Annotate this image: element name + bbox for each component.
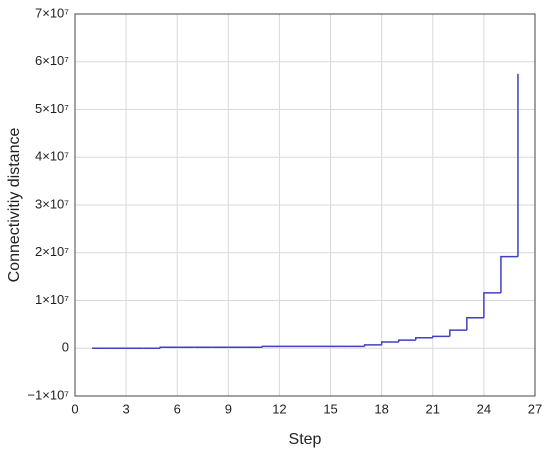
x-tick-label: 9 <box>225 401 232 416</box>
step-segment <box>414 336 433 341</box>
step-segment <box>483 292 501 318</box>
y-tick-label: 0 <box>62 340 69 355</box>
x-tick-label: 15 <box>323 401 337 416</box>
plot-frame <box>74 13 536 397</box>
x-tick-label: 27 <box>528 401 542 416</box>
y-tick-label: 3×10⁷ <box>35 196 69 211</box>
y-tick-label: 5×10⁷ <box>35 101 69 116</box>
step-segment <box>261 345 280 348</box>
y-tick-label: −1×10⁷ <box>27 387 69 402</box>
x-tick-label: 6 <box>174 401 181 416</box>
step-segment <box>466 316 484 331</box>
y-tick-label: 2×10⁷ <box>35 244 69 259</box>
x-tick-label: 21 <box>426 401 440 416</box>
y-tick-label: 4×10⁷ <box>35 149 69 164</box>
x-tick-label: 0 <box>71 401 78 416</box>
y-axis-label: Connectivitiy distance <box>6 128 23 283</box>
step-segment <box>432 335 450 338</box>
step-segment <box>449 329 467 337</box>
y-tick-label: 6×10⁷ <box>35 53 69 68</box>
y-tick-label: 1×10⁷ <box>35 292 69 307</box>
x-tick-label: 18 <box>374 401 388 416</box>
x-tick-label: 24 <box>477 401 491 416</box>
y-tick-label: 7×10⁷ <box>35 5 69 20</box>
step-segment <box>363 344 382 347</box>
step-segment <box>500 255 518 293</box>
x-tick-label: 12 <box>272 401 286 416</box>
step-segment <box>397 339 416 343</box>
step-segment <box>380 341 399 345</box>
x-tick-label: 3 <box>122 401 129 416</box>
x-axis-label: Step <box>289 431 322 448</box>
step-segment <box>159 346 178 349</box>
